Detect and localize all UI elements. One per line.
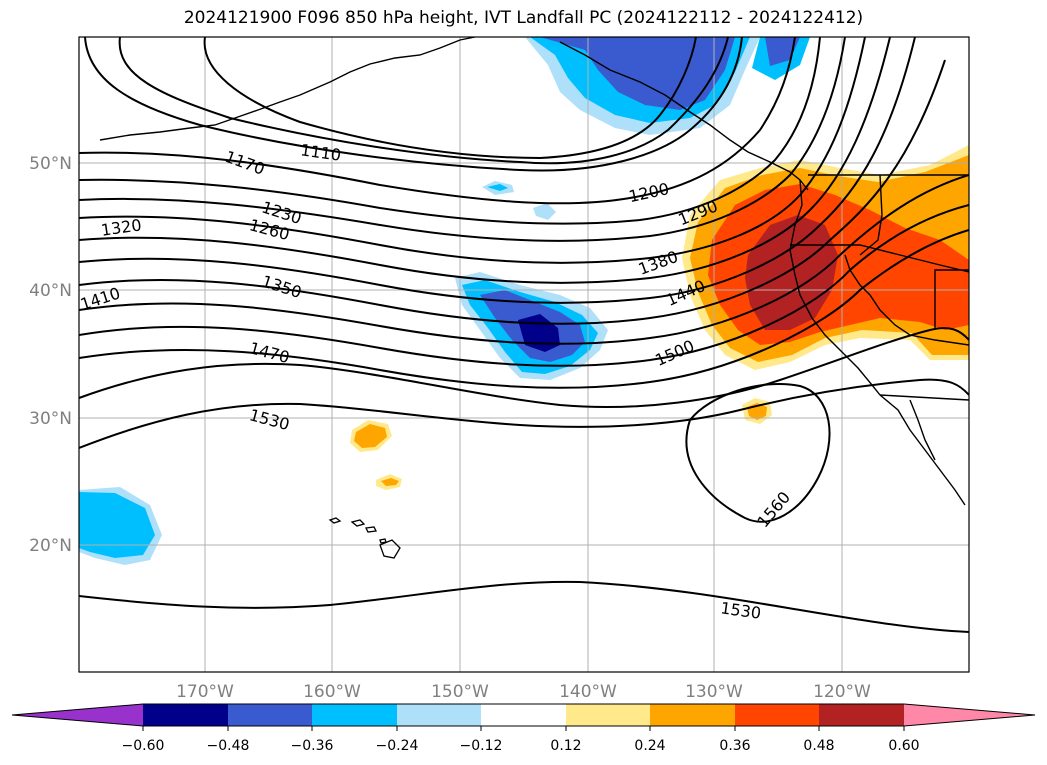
colorbar-tick: −0.60 <box>122 738 165 754</box>
height-contours <box>79 37 969 633</box>
colorbar-segment <box>397 704 481 726</box>
colorbar: −0.60 −0.48 −0.36 −0.24 −0.12 0.12 0.24 … <box>11 703 1036 754</box>
colorbar-segment <box>566 704 650 726</box>
ivt-negative-alaska <box>525 37 810 135</box>
colorbar-tick: 0.12 <box>550 738 581 754</box>
colorbar-tick: −0.24 <box>376 738 419 754</box>
colorbar-tick: −0.36 <box>291 738 334 754</box>
lon-label: 140°W <box>559 682 617 702</box>
lat-label: 50°N <box>29 154 72 174</box>
colorbar-tick: 0.24 <box>634 738 665 754</box>
hawaii-islands <box>328 517 401 559</box>
colorbar-segment <box>650 704 735 726</box>
lat-label: 20°N <box>29 536 72 556</box>
colorbar-segment <box>819 704 904 726</box>
coastlines <box>99 37 969 506</box>
map-area: 1110 1170 1200 1230 1260 1290 1320 1350 … <box>79 37 969 672</box>
colorbar-segment <box>312 704 397 726</box>
lon-tick-labels: 170°W 160°W 150°W 140°W 130°W 120°W <box>176 682 871 702</box>
lat-label: 30°N <box>29 409 72 429</box>
colorbar-tick: 0.48 <box>803 738 834 754</box>
colorbar-segment <box>481 704 566 726</box>
lat-tick-labels: 50°N 40°N 30°N 20°N <box>29 154 72 556</box>
lon-label: 170°W <box>176 682 234 702</box>
colorbar-tick: −0.48 <box>207 738 250 754</box>
map-frame <box>78 36 970 673</box>
lat-label: 40°N <box>29 281 72 301</box>
colorbar-segment <box>143 704 228 726</box>
lon-label: 150°W <box>431 682 489 702</box>
colorbar-tick: 0.36 <box>719 738 750 754</box>
colorbar-tick: 0.60 <box>888 738 919 754</box>
lon-label: 160°W <box>303 682 361 702</box>
colorbar-tick: −0.12 <box>460 738 503 754</box>
colorbar-segment <box>735 704 819 726</box>
lon-label: 130°W <box>685 682 743 702</box>
colorbar-extend-high <box>904 704 1035 726</box>
colorbar-segment <box>228 704 312 726</box>
figure-title: 2024121900 F096 850 hPa height, IVT Land… <box>183 8 864 28</box>
lon-label: 120°W <box>813 682 871 702</box>
colorbar-extend-low <box>12 704 143 726</box>
